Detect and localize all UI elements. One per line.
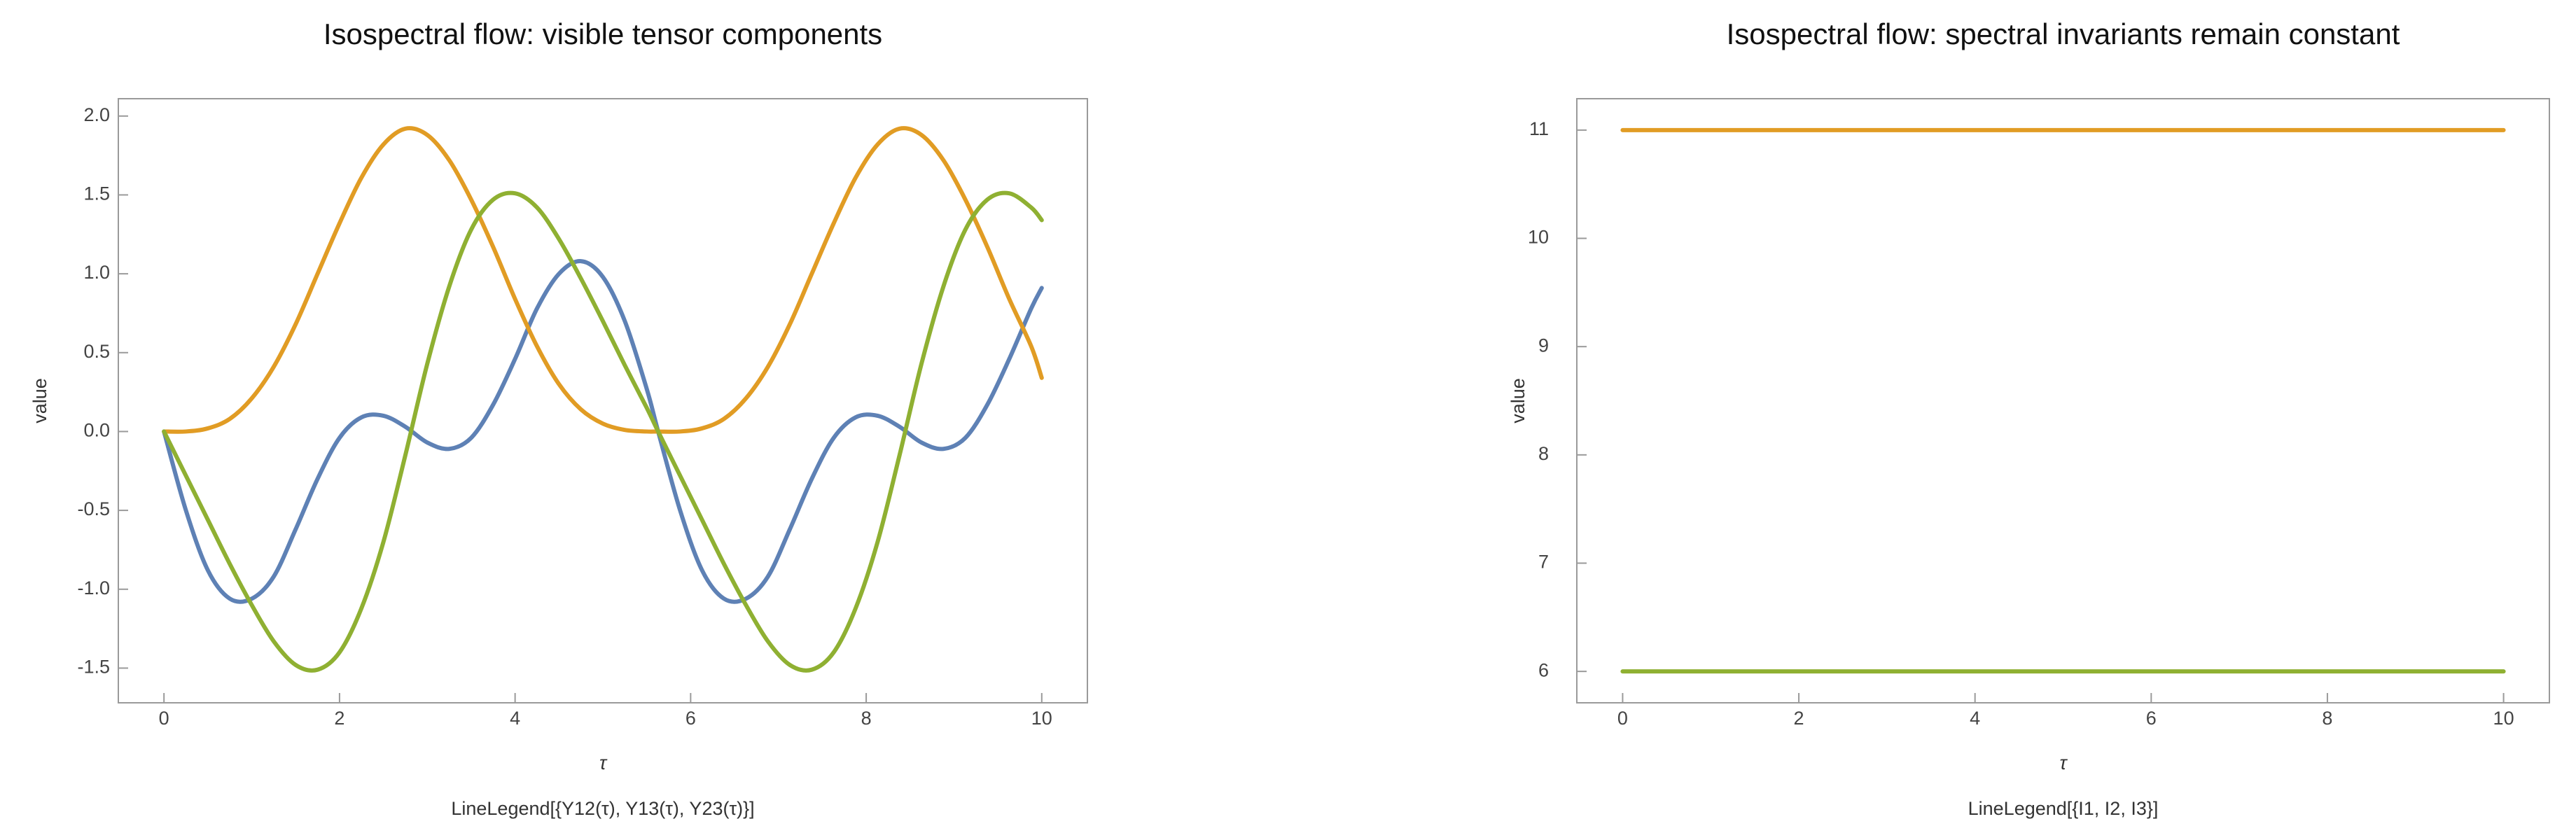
y-tick-label: 10 — [1528, 227, 1549, 248]
x-axis-label: τ — [599, 752, 608, 774]
series-line — [162, 190, 1044, 673]
y-tick-label: 0.0 — [83, 420, 110, 441]
legend-text: LineLegend[{I1, I2, I3}] — [1968, 798, 2159, 819]
x-tick-label: 10 — [2493, 708, 2514, 729]
x-tick-label: 8 — [2322, 708, 2332, 729]
y-tick-label: 7 — [1538, 552, 1549, 573]
y-tick-label: 8 — [1538, 443, 1549, 464]
x-tick-label: 4 — [1970, 708, 1980, 729]
x-tick-label: 2 — [1794, 708, 1804, 729]
y-axis-label: value — [1508, 378, 1529, 424]
series-line — [162, 259, 1044, 604]
y-tick-label: 1.5 — [83, 183, 110, 204]
x-axis-label: τ — [2059, 752, 2068, 774]
y-tick-label: 11 — [1529, 118, 1549, 139]
x-tick-label: 0 — [159, 708, 169, 729]
x-tick-label: 6 — [685, 708, 696, 729]
y-tick-label: -1.0 — [77, 578, 110, 598]
x-tick-label: 8 — [861, 708, 872, 729]
x-tick-label: 0 — [1617, 708, 1628, 729]
y-tick-label: 1.0 — [83, 262, 110, 283]
chart-title: Isospectral flow: visible tensor compone… — [323, 18, 882, 50]
y-tick-label: -1.5 — [77, 657, 110, 678]
legend-text: LineLegend[{Y12(τ), Y13(τ), Y23(τ)}] — [451, 798, 754, 819]
y-tick-label: 0.5 — [83, 341, 110, 362]
x-tick-label: 6 — [2146, 708, 2157, 729]
x-tick-label: 10 — [1031, 708, 1052, 729]
series-line — [162, 126, 1044, 434]
x-tick-label: 4 — [510, 708, 520, 729]
y-tick-label: 9 — [1538, 335, 1549, 356]
plot-frame — [118, 98, 1088, 704]
x-tick-label: 2 — [334, 708, 344, 729]
y-tick-label: -0.5 — [77, 498, 110, 519]
y-tick-label: 2.0 — [83, 104, 110, 125]
y-tick-label: 6 — [1538, 659, 1549, 680]
chart-title: Isospectral flow: spectral invariants re… — [1727, 18, 2400, 50]
y-axis-label: value — [29, 378, 50, 424]
plot-frame — [1576, 98, 2550, 704]
